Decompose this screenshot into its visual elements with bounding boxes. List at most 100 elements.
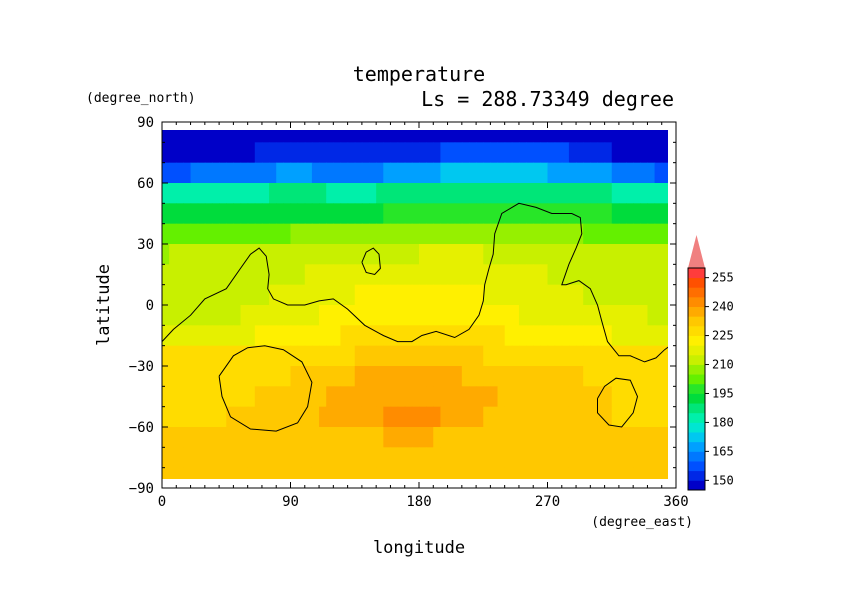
field-cell bbox=[618, 366, 627, 387]
colorbar-segment bbox=[688, 364, 705, 375]
field-cell bbox=[547, 467, 556, 479]
field-cell bbox=[590, 325, 599, 347]
field-cell bbox=[540, 427, 549, 448]
field-cell bbox=[440, 183, 449, 204]
field-cell bbox=[468, 305, 477, 326]
field-cell bbox=[162, 386, 170, 408]
field-cell bbox=[369, 244, 377, 265]
field-cell bbox=[611, 223, 620, 245]
field-cell bbox=[561, 467, 570, 479]
field-cell bbox=[290, 130, 299, 143]
field-cell bbox=[411, 305, 420, 326]
field-cell bbox=[211, 325, 220, 347]
field-cell bbox=[404, 142, 413, 164]
field-cell bbox=[261, 305, 270, 326]
field-cell bbox=[240, 447, 249, 469]
field-cell bbox=[276, 447, 284, 469]
field-cell bbox=[311, 386, 320, 408]
field-cell bbox=[576, 467, 584, 479]
field-cell bbox=[290, 305, 299, 326]
field-cell bbox=[654, 264, 663, 286]
field-cell bbox=[197, 264, 206, 286]
field-cell bbox=[297, 183, 306, 204]
field-cell bbox=[547, 183, 556, 204]
field-cell bbox=[633, 406, 641, 428]
field-cell bbox=[561, 183, 570, 204]
field-cell bbox=[183, 244, 192, 265]
field-cell bbox=[561, 447, 570, 469]
field-cell bbox=[233, 447, 242, 469]
field-cell bbox=[326, 447, 334, 469]
field-cell bbox=[311, 305, 320, 326]
field-cell bbox=[311, 427, 320, 448]
field-cell bbox=[204, 223, 213, 245]
field-cell bbox=[361, 264, 370, 286]
field-cell bbox=[419, 345, 427, 367]
field-cell bbox=[447, 284, 456, 306]
field-cell bbox=[176, 386, 185, 408]
field-cell bbox=[583, 264, 591, 286]
axis-ticks: 0 90 180 270 360 90 60 30 0 −30 −60 −90 bbox=[129, 115, 689, 510]
field-cell bbox=[611, 130, 620, 143]
field-cell bbox=[390, 325, 399, 347]
field-cell bbox=[226, 223, 234, 245]
field-cell bbox=[304, 406, 313, 428]
field-cell bbox=[276, 183, 284, 204]
topography-contour-main bbox=[162, 202, 668, 363]
field-cell bbox=[447, 447, 456, 469]
field-cell bbox=[576, 305, 584, 326]
field-cell bbox=[526, 284, 534, 306]
field-cell bbox=[618, 203, 627, 225]
field-cell bbox=[454, 130, 463, 143]
field-cell bbox=[233, 130, 242, 143]
colorbar-segment bbox=[688, 470, 705, 481]
field-cell bbox=[269, 447, 277, 469]
field-cell bbox=[461, 223, 470, 245]
field-cell bbox=[447, 305, 456, 326]
field-cell bbox=[554, 284, 563, 306]
field-cell bbox=[162, 264, 170, 286]
field-cell bbox=[461, 183, 470, 204]
field-cell bbox=[254, 447, 263, 469]
field-cell bbox=[397, 223, 406, 245]
field-cell bbox=[383, 406, 392, 428]
field-cell bbox=[547, 223, 556, 245]
field-cell bbox=[461, 142, 470, 164]
field-cell bbox=[183, 467, 192, 479]
field-cell bbox=[397, 130, 406, 143]
field-cell bbox=[661, 345, 668, 367]
field-cell bbox=[247, 406, 256, 428]
field-cell bbox=[647, 244, 656, 265]
field-cell bbox=[468, 345, 477, 367]
field-cell bbox=[211, 264, 220, 286]
field-cell bbox=[176, 203, 185, 225]
field-cell bbox=[583, 223, 591, 245]
field-cell bbox=[626, 183, 634, 204]
field-cell bbox=[633, 325, 641, 347]
field-cell bbox=[233, 366, 242, 387]
field-cell bbox=[568, 366, 577, 387]
field-cell bbox=[633, 284, 641, 306]
field-cell bbox=[440, 386, 449, 408]
field-cell bbox=[554, 325, 563, 347]
field-cell bbox=[597, 223, 606, 245]
field-cell bbox=[326, 386, 334, 408]
field-cell bbox=[304, 183, 313, 204]
field-cell bbox=[247, 142, 256, 164]
field-cell bbox=[383, 305, 392, 326]
field-cell bbox=[226, 183, 234, 204]
field-cell bbox=[340, 467, 349, 479]
field-cell bbox=[576, 284, 584, 306]
field-cell bbox=[540, 345, 549, 367]
field-cell bbox=[533, 406, 541, 428]
field-cell bbox=[347, 467, 356, 479]
field-cell bbox=[526, 325, 534, 347]
field-cell bbox=[283, 203, 292, 225]
field-cell bbox=[390, 406, 399, 428]
field-cell bbox=[583, 366, 591, 387]
field-cell bbox=[604, 162, 613, 184]
field-cell bbox=[504, 142, 513, 164]
field-cell bbox=[226, 467, 234, 479]
field-cell bbox=[269, 142, 277, 164]
